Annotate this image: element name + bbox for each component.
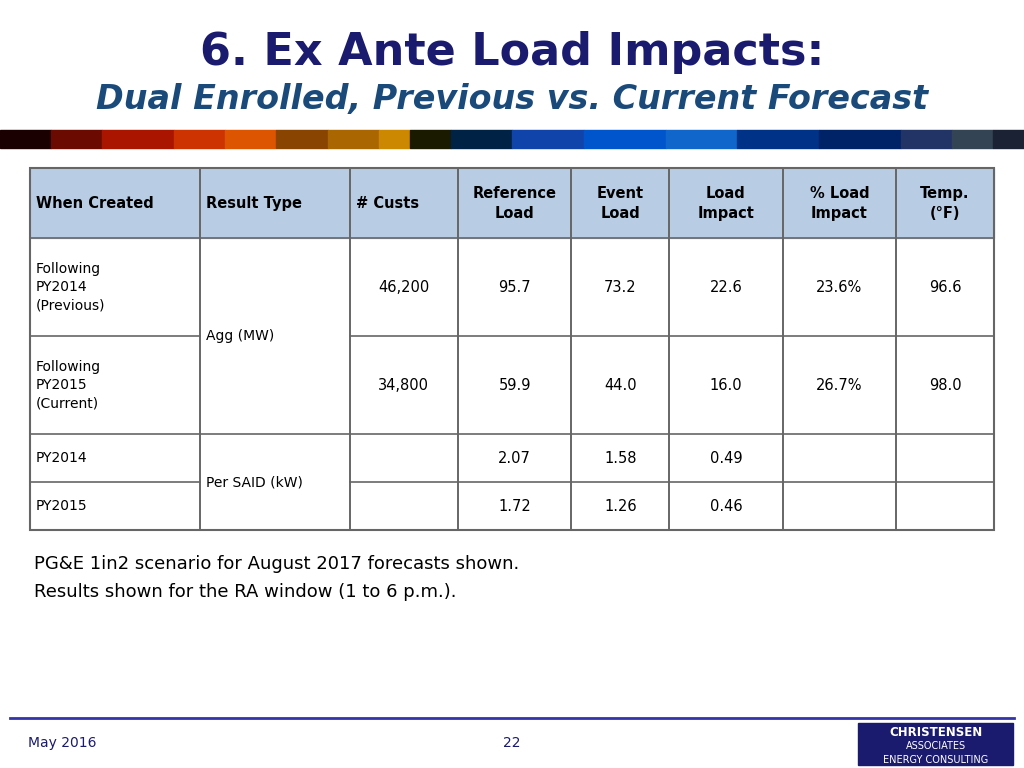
Text: Event
Load: Event Load bbox=[597, 186, 644, 220]
Bar bbox=[584, 130, 666, 148]
Bar bbox=[200, 168, 349, 238]
Bar bbox=[410, 130, 451, 148]
Bar bbox=[952, 130, 993, 148]
Text: May 2016: May 2016 bbox=[28, 736, 96, 750]
Text: Agg (MW): Agg (MW) bbox=[206, 329, 274, 343]
Bar bbox=[819, 130, 901, 148]
Text: Following
PY2014
(Previous): Following PY2014 (Previous) bbox=[36, 262, 105, 313]
Bar bbox=[901, 130, 952, 148]
Bar bbox=[458, 168, 571, 238]
Text: 95.7: 95.7 bbox=[499, 280, 530, 295]
Bar bbox=[896, 168, 994, 238]
Text: 22.6: 22.6 bbox=[710, 280, 742, 295]
Bar bbox=[858, 723, 1013, 765]
Text: # Custs: # Custs bbox=[355, 196, 419, 210]
Text: CHRISTENSEN: CHRISTENSEN bbox=[889, 726, 982, 739]
Text: Temp.
(°F): Temp. (°F) bbox=[921, 186, 970, 220]
Text: PY2014: PY2014 bbox=[36, 451, 88, 465]
Text: 44.0: 44.0 bbox=[604, 378, 637, 392]
Text: 0.46: 0.46 bbox=[710, 498, 742, 514]
Text: 2.07: 2.07 bbox=[498, 451, 531, 465]
Bar bbox=[571, 168, 670, 238]
Text: Result Type: Result Type bbox=[206, 196, 302, 210]
Text: ENERGY CONSULTING: ENERGY CONSULTING bbox=[883, 755, 988, 765]
Text: 98.0: 98.0 bbox=[929, 378, 962, 392]
Bar bbox=[174, 130, 225, 148]
Bar bbox=[30, 168, 200, 238]
Text: 34,800: 34,800 bbox=[378, 378, 429, 392]
Text: 23.6%: 23.6% bbox=[816, 280, 862, 295]
Text: 1.26: 1.26 bbox=[604, 498, 637, 514]
Text: % Load
Impact: % Load Impact bbox=[810, 186, 869, 220]
Bar bbox=[993, 130, 1024, 148]
Bar bbox=[328, 130, 379, 148]
Bar bbox=[349, 168, 458, 238]
Text: 1.72: 1.72 bbox=[499, 498, 531, 514]
Text: Dual Enrolled, Previous vs. Current Forecast: Dual Enrolled, Previous vs. Current Fore… bbox=[96, 84, 928, 117]
Text: PY2015: PY2015 bbox=[36, 499, 88, 513]
Text: 96.6: 96.6 bbox=[929, 280, 962, 295]
Bar bbox=[30, 168, 994, 530]
Text: 1.58: 1.58 bbox=[604, 451, 637, 465]
Text: PG&E 1in2 scenario for August 2017 forecasts shown.: PG&E 1in2 scenario for August 2017 forec… bbox=[34, 555, 519, 573]
Bar bbox=[666, 130, 737, 148]
Bar bbox=[102, 130, 174, 148]
Bar bbox=[51, 130, 102, 148]
Text: 6. Ex Ante Load Impacts:: 6. Ex Ante Load Impacts: bbox=[200, 31, 824, 74]
Bar bbox=[276, 130, 328, 148]
Bar bbox=[225, 130, 276, 148]
Text: 46,200: 46,200 bbox=[378, 280, 429, 295]
Text: Reference
Load: Reference Load bbox=[473, 186, 557, 220]
Text: Following
PY2015
(Current): Following PY2015 (Current) bbox=[36, 359, 101, 411]
Bar bbox=[451, 130, 512, 148]
Text: When Created: When Created bbox=[36, 196, 154, 210]
Text: Load
Impact: Load Impact bbox=[697, 186, 755, 220]
Bar bbox=[512, 130, 584, 148]
Text: 26.7%: 26.7% bbox=[816, 378, 862, 392]
Bar bbox=[737, 130, 819, 148]
Text: 16.0: 16.0 bbox=[710, 378, 742, 392]
Text: Results shown for the RA window (1 to 6 p.m.).: Results shown for the RA window (1 to 6 … bbox=[34, 583, 457, 601]
Text: 73.2: 73.2 bbox=[604, 280, 637, 295]
Bar bbox=[670, 168, 782, 238]
Bar bbox=[0, 130, 51, 148]
Text: ASSOCIATES: ASSOCIATES bbox=[905, 741, 966, 751]
Bar bbox=[782, 168, 896, 238]
Text: 22: 22 bbox=[503, 736, 521, 750]
Text: 59.9: 59.9 bbox=[499, 378, 530, 392]
Text: Per SAID (kW): Per SAID (kW) bbox=[206, 475, 303, 489]
Text: 0.49: 0.49 bbox=[710, 451, 742, 465]
Bar bbox=[379, 130, 410, 148]
